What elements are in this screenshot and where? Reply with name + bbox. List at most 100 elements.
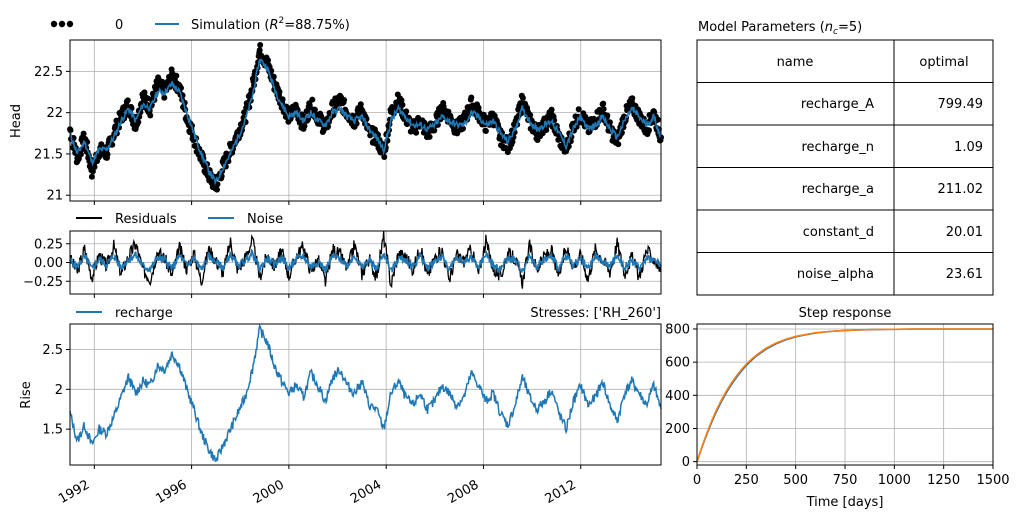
x-tick-label: 1992 [56,477,92,507]
observed-point [309,96,316,103]
simulation-series-line [69,58,662,186]
observed-point [646,127,652,134]
observed-point [214,186,220,193]
x-tick-label: 500 [783,473,808,488]
x-tick-label: 1250 [927,473,960,488]
head-axes-frame [69,39,662,202]
observed-point [615,141,622,148]
observed-point [654,116,661,123]
table-cell-value: 23.61 [946,267,983,282]
observed-point [413,129,420,136]
y-tick-label: −0.25 [23,275,63,290]
x-tick-label: 2008 [445,477,481,507]
step-grid [696,324,994,465]
x-tick-label: 250 [734,473,759,488]
x-tick-label: 1996 [153,477,189,507]
legend-noise-label: Noise [247,212,283,227]
observed-point [276,88,283,95]
x-tick-label: 0 [693,473,701,488]
observed-point [600,106,607,112]
observed-point [161,94,168,101]
step-x-ticks: 0 250 500 750 1000 1250 1500 [693,465,1010,488]
observed-point [88,173,95,180]
observed-point [311,106,318,113]
observed-point [173,72,180,79]
step-xlabel: Time [days] [806,495,884,510]
legend-observed-marker [58,20,66,28]
observed-point [398,97,405,104]
observed-point [482,128,489,134]
legend-observed-marker [50,20,58,28]
table-cell-value: 20.01 [946,225,983,240]
noise-series-line [69,248,662,275]
residuals-lines [69,230,662,289]
observed-point [279,96,286,103]
table-cell-name: recharge_A [801,97,874,112]
step-y-ticks: 0 200 400 600 800 [665,322,697,470]
recharge-legend: recharge [76,306,173,321]
observed-point [265,57,271,64]
x-tick-label: 1000 [878,473,911,488]
recharge-grid [70,324,661,465]
observed-point [604,112,611,119]
observed-point [582,113,589,120]
y-tick-label: 800 [665,322,690,337]
y-tick-label: 22.5 [34,65,63,80]
head-ylabel: Head [9,104,24,138]
observed-point [460,125,466,132]
legend-observed-marker [66,20,74,28]
recharge-series-line [69,323,662,462]
observed-point [509,138,516,145]
y-tick-label: 600 [665,356,690,371]
y-tick-label: 0.00 [34,256,63,271]
x-tick-label: 2004 [348,477,384,507]
head-observed-points [67,42,664,193]
head-y-ticks: 21 21.5 22 22.5 [34,65,70,204]
observed-point [426,133,433,140]
observed-point [575,106,582,113]
parameters-table: Model Parameters (nc=5) name optimal rec… [696,20,994,296]
observed-point [519,95,526,101]
head-simulation-line [69,58,662,186]
legend-observed-label: 0 [115,18,123,33]
observed-point [124,97,131,104]
table-cell-name: noise_alpha [797,267,874,282]
table-title: Model Parameters (nc=5) [698,20,862,37]
recharge-panel: 1.5 2 2.5 1992 1996 2000 2004 2008 2012 Rise re… [19,201,662,507]
stresses-annotation: Stresses: ['RH_260'] [530,306,661,321]
observed-point [399,101,406,108]
recharge-y-ticks: 1.5 2 2.5 [42,343,70,438]
observed-point [527,112,534,118]
observed-point [341,97,348,103]
observed-point [256,47,263,54]
observed-point [381,154,388,160]
table-cell-name: recharge_a [802,182,874,197]
head-legend: 0 Simulation (R2=88.75%) [50,16,350,33]
recharge-line [69,323,662,462]
observed-point [144,95,151,102]
table-cell-value: 211.02 [938,182,984,197]
x-tick-label: 1500 [976,473,1009,488]
table-cell-value: 1.09 [954,140,983,155]
observed-point [357,101,364,108]
observed-point [548,106,555,113]
y-tick-label: 2 [55,383,63,398]
y-tick-label: 21 [46,189,63,204]
y-tick-label: 21.5 [34,147,63,162]
y-tick-label: 22 [46,106,63,121]
y-tick-label: 200 [665,422,690,437]
x-tick-label: 2012 [543,477,579,507]
residuals-y-ticks: −0.25 0.00 0.25 [23,237,70,290]
recharge-axes-frame [69,323,662,466]
step-title: Step response [799,306,892,321]
y-tick-label: 2.5 [42,343,63,358]
observed-point [629,95,636,102]
observed-point [301,123,308,129]
observed-point [135,119,142,126]
y-tick-label: 0 [682,455,690,470]
observed-point [257,42,264,48]
observed-point [651,109,658,115]
head-panel: 21 21.5 22 22.5 Head 0 Simulation (R2=88.75… [9,16,664,204]
step-response-orange-line [696,328,993,462]
